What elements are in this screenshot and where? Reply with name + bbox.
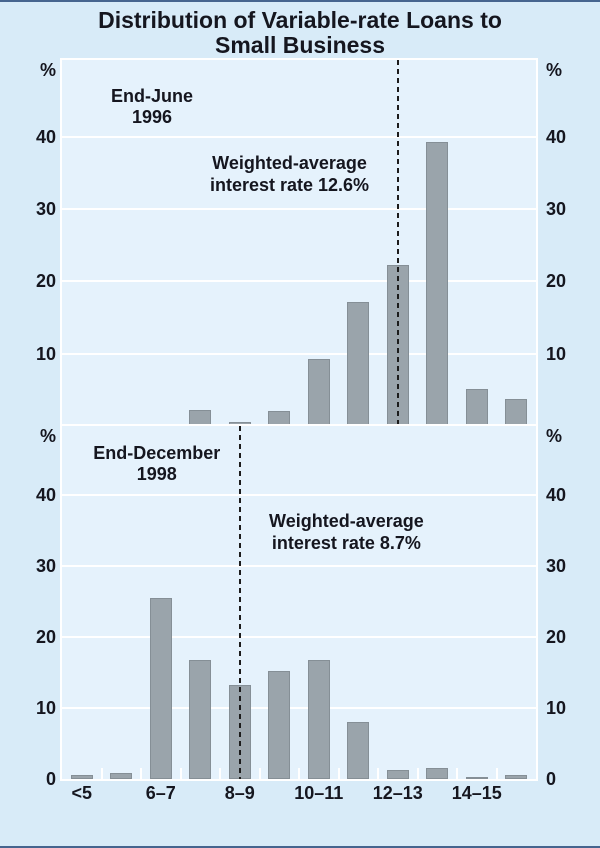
y-tick-label-10: 10 — [10, 343, 56, 365]
y-tick-label-40: 40 — [10, 126, 56, 148]
panel-label-line2: 1998 — [93, 464, 220, 485]
x-axis-tick — [496, 768, 498, 779]
chart-title-line2: Small Business — [0, 33, 600, 58]
x-tick-label-12–13: 12–13 — [353, 783, 443, 804]
annotation-line2: interest rate 8.7% — [269, 532, 424, 554]
x-tick-label-<5: <5 — [37, 783, 127, 804]
gridline-10 — [62, 707, 536, 709]
x-axis-tick — [456, 768, 458, 779]
y-tick-label-20: 20 — [546, 626, 596, 648]
y-tick-label-20: 20 — [546, 270, 596, 292]
bar-11–12 — [347, 302, 369, 426]
y-tick-label-10: 10 — [546, 697, 596, 719]
y-tick-label-10: 10 — [10, 697, 56, 719]
panel-label-line1: End-June — [111, 86, 193, 107]
bar-5–6 — [110, 773, 132, 779]
bar->15 — [505, 399, 527, 426]
x-axis-tick — [101, 768, 103, 779]
chart-figure: Distribution of Variable-rate Loans to S… — [0, 0, 600, 848]
panel-label-line2: 1996 — [111, 107, 193, 128]
dashed-mean-line — [397, 60, 399, 426]
panel-label-line1: End-December — [93, 443, 220, 464]
bar-7–8 — [189, 660, 211, 779]
gridline-20 — [62, 636, 536, 638]
gridline-20 — [62, 280, 536, 282]
bar-13–14 — [426, 768, 448, 779]
gridline-40 — [62, 494, 536, 496]
y-axis-unit-label: % — [546, 425, 596, 447]
chart-title-line1: Distribution of Variable-rate Loans to — [0, 8, 600, 33]
y-tick-label-0: 0 — [546, 768, 596, 790]
annotation-line2: interest rate 12.6% — [210, 174, 369, 196]
panel-divider-axis — [60, 424, 538, 426]
bar-12–13 — [387, 770, 409, 779]
gridline-30 — [62, 208, 536, 210]
y-tick-label-30: 30 — [546, 198, 596, 220]
bar-10–11 — [308, 660, 330, 779]
bar-<5 — [71, 775, 93, 779]
bar-6–7 — [150, 598, 172, 779]
chart-title: Distribution of Variable-rate Loans to S… — [0, 8, 600, 58]
bar-10–11 — [308, 359, 330, 426]
y-tick-label-40: 40 — [546, 126, 596, 148]
annotation-line1: Weighted-average — [210, 152, 369, 174]
x-axis-tick — [219, 768, 221, 779]
y-axis-unit-label: % — [10, 59, 56, 81]
y-tick-label-40: 40 — [546, 484, 596, 506]
gridline-40 — [62, 136, 536, 138]
panel-end-june-1996: End-June 1996 Weighted-average interest … — [62, 60, 536, 426]
x-tick-label-14–15: 14–15 — [432, 783, 522, 804]
weighted-average-annotation: Weighted-average interest rate 12.6% — [210, 152, 369, 196]
y-tick-label-30: 30 — [10, 555, 56, 577]
y-axis-unit-label: % — [10, 425, 56, 447]
y-tick-label-20: 20 — [10, 270, 56, 292]
x-axis-tick — [377, 768, 379, 779]
x-tick-label-10–11: 10–11 — [274, 783, 364, 804]
annotation-line1: Weighted-average — [269, 510, 424, 532]
x-tick-label-6–7: 6–7 — [116, 783, 206, 804]
y-tick-label-30: 30 — [546, 555, 596, 577]
x-axis-tick — [417, 768, 419, 779]
y-tick-label-20: 20 — [10, 626, 56, 648]
y-tick-label-30: 30 — [10, 198, 56, 220]
x-axis-tick — [298, 768, 300, 779]
y-tick-label-10: 10 — [546, 343, 596, 365]
y-axis-unit-label: % — [546, 59, 596, 81]
bar-9–10 — [268, 671, 290, 779]
gridline-10 — [62, 353, 536, 355]
gridline-30 — [62, 565, 536, 567]
panel-end-december-1998: End-December 1998 Weighted-average inter… — [62, 426, 536, 779]
x-tick-label-8–9: 8–9 — [195, 783, 285, 804]
weighted-average-annotation: Weighted-average interest rate 8.7% — [269, 510, 424, 554]
x-axis-tick — [180, 768, 182, 779]
x-axis-tick — [140, 768, 142, 779]
panel-label: End-June 1996 — [111, 86, 193, 128]
bar-11–12 — [347, 722, 369, 779]
bar-14–15 — [466, 389, 488, 426]
bar-14–15 — [466, 777, 488, 779]
x-axis-tick — [338, 768, 340, 779]
bar-13–14 — [426, 142, 448, 426]
bar->15 — [505, 775, 527, 779]
plot-area: End-June 1996 Weighted-average interest … — [62, 60, 536, 779]
panel-label: End-December 1998 — [93, 443, 220, 485]
x-axis-tick — [259, 768, 261, 779]
dashed-mean-line — [239, 426, 241, 779]
y-tick-label-40: 40 — [10, 484, 56, 506]
